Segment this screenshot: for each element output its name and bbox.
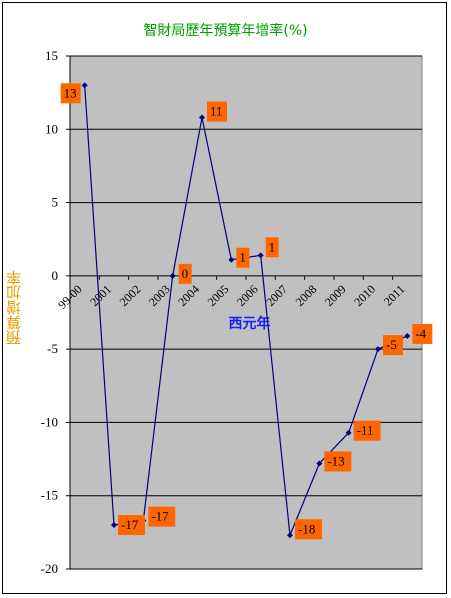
data-label: 1 [236,247,250,268]
data-label: 11 [207,101,227,122]
data-label-text: 13 [64,85,77,100]
data-label-box [265,237,279,258]
data-label-text: -11 [357,423,374,438]
y-tick-label: -20 [41,561,58,576]
data-point [199,114,205,121]
data-label-box [324,451,352,472]
data-point [169,272,176,279]
data-label-box [353,420,381,441]
data-label-box [178,263,192,284]
y-tick-label: 10 [45,121,58,136]
y-tick-label: 0 [52,268,59,283]
data-label: -13 [324,451,352,472]
chart-title: 智財局歷年預算年增率(%) [143,23,308,39]
data-point [257,252,264,259]
data-label-text: 0 [182,266,189,281]
data-label-box [148,506,176,527]
data-label-text: 1 [239,250,246,265]
data-point [81,82,88,89]
data-label: 13 [60,83,81,104]
data-label-text: -17 [151,509,169,524]
data-label: -11 [353,420,381,441]
y-tick-label: -15 [41,488,58,503]
data-label-text: -5 [386,337,397,352]
data-label-text: -18 [298,521,315,536]
data-label: -5 [383,335,403,356]
data-point [287,532,293,539]
data-label-box [383,335,403,356]
data-point [111,522,117,529]
data-label-text: 1 [269,239,276,254]
data-label-box [60,83,81,104]
data-point [345,429,352,436]
data-label-text: 11 [210,104,223,119]
data-label-text: -13 [327,453,344,468]
data-point [316,460,323,467]
data-label: -17 [148,506,176,527]
data-label: -17 [118,515,145,536]
data-label: 1 [265,237,279,258]
data-label: 0 [178,263,192,284]
y-tick-label: 5 [52,195,59,210]
data-label-text: -17 [121,517,139,532]
data-point [404,332,411,339]
plot-area [69,55,423,570]
y-tick-label: -5 [47,341,58,356]
data-label-box [118,515,145,536]
data-label-box [412,323,433,344]
data-point [375,346,381,353]
data-label-box [207,101,227,122]
data-label-box [236,247,250,268]
y-tick-label: -10 [41,414,58,429]
data-label: -4 [412,323,433,344]
y-tick-label: 15 [45,48,58,63]
data-label-text: -4 [415,326,426,341]
data-label-box [295,519,322,540]
data-label: -18 [295,519,322,540]
x-axis-title: 西元年 [229,315,271,332]
data-point [228,256,235,263]
